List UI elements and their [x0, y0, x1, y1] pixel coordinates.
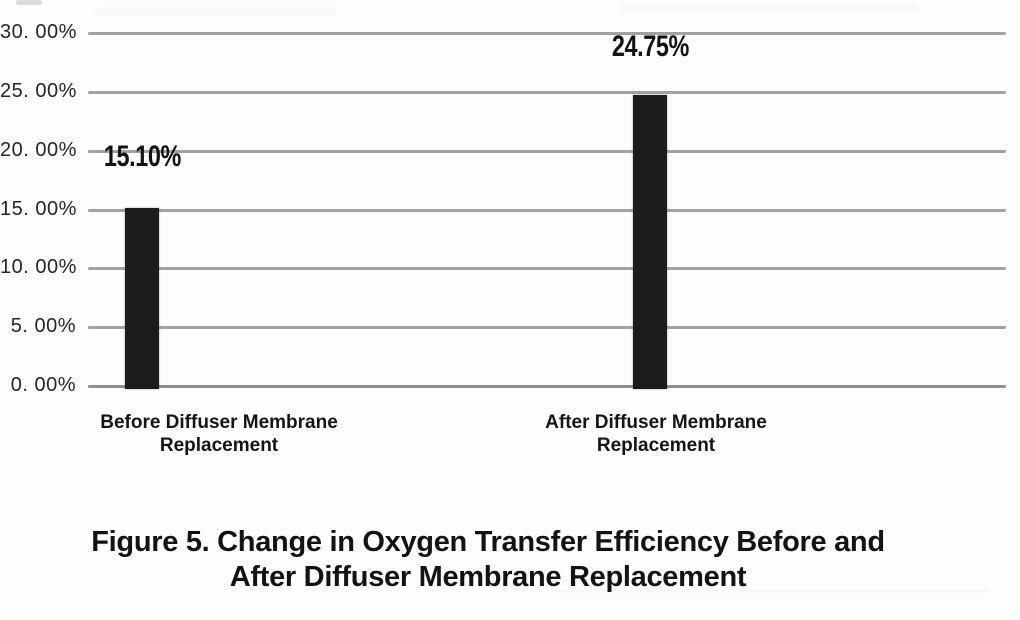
category-label-0: Before Diffuser Membrane Replacement	[49, 411, 389, 457]
scan-artifact	[620, 2, 920, 12]
y-tick-label: 20. 00%	[0, 138, 77, 161]
bar-value-label-0: 15.10%	[103, 140, 181, 173]
gridline-0	[88, 385, 1006, 388]
y-tick-label: 25. 00%	[0, 79, 77, 102]
caption-line1: Figure 5. Change in Oxygen Transfer Effi…	[91, 526, 885, 558]
y-tick-label: 10. 00%	[0, 256, 77, 279]
category-label-line2: Replacement	[159, 435, 279, 456]
figure-caption: Figure 5. Change in Oxygen Transfer Effi…	[0, 525, 976, 595]
y-tick-label: 0. 00%	[10, 374, 76, 396]
scan-artifact	[95, 7, 335, 16]
caption-line2: After Diffuser Membrane Replacement	[229, 561, 747, 593]
category-label-line1: Before Diffuser Membrane	[100, 412, 338, 433]
gridline-15	[88, 208, 1006, 212]
y-tick-label: 5. 00%	[10, 315, 76, 338]
category-label-1: After Diffuser Membrane Replacement	[486, 411, 826, 457]
category-label-line1: After Diffuser Membrane	[545, 412, 767, 433]
bar-value-label-1: 24.75%	[611, 30, 689, 63]
scan-artifact	[16, 0, 42, 5]
category-label-line2: Replacement	[596, 435, 716, 456]
gridline-5	[88, 326, 1006, 330]
gridline-30	[88, 32, 1006, 35]
gridline-10	[88, 267, 1006, 271]
bar-1	[633, 94, 667, 389]
gridline-20	[88, 149, 1006, 153]
bar-0	[125, 208, 159, 389]
y-tick-label: 30. 00%	[0, 21, 77, 43]
y-tick-label: 15. 00%	[0, 197, 77, 220]
gridline-25	[88, 90, 1006, 94]
